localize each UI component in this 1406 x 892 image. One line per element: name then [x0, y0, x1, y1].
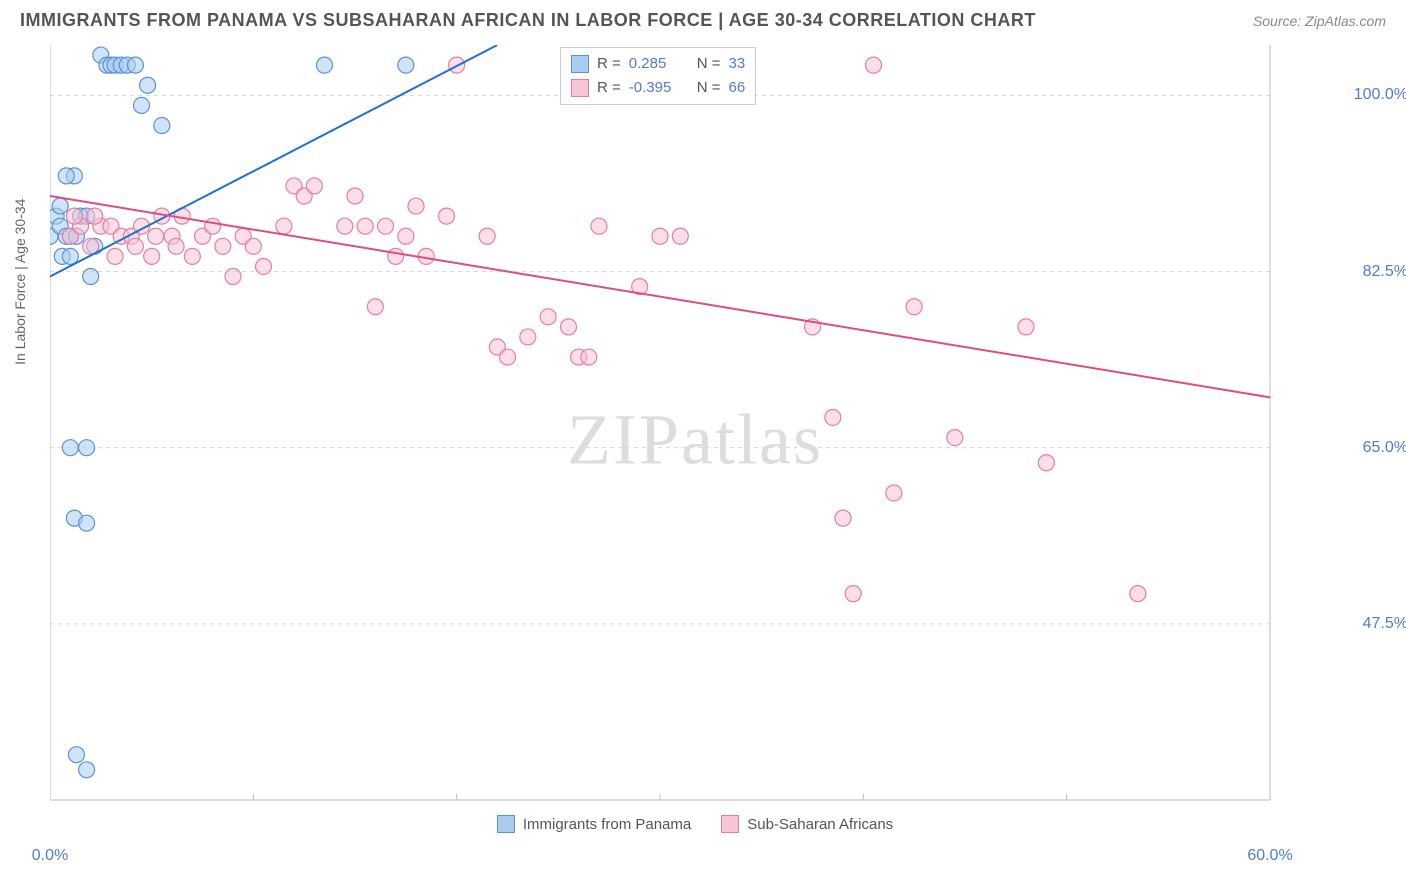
- swatch-icon: [571, 55, 589, 73]
- legend-item-subsaharan: Sub-Saharan Africans: [721, 815, 893, 833]
- swatch-subsaharan: [721, 815, 739, 833]
- y-tick-label: 82.5%: [1363, 263, 1406, 281]
- legend-item-panama: Immigrants from Panama: [497, 815, 691, 833]
- swatch-icon: [571, 79, 589, 97]
- legend-label-panama: Immigrants from Panama: [523, 816, 691, 833]
- x-tick-label: 0.0%: [32, 847, 68, 865]
- source-label: Source: ZipAtlas.com: [1253, 13, 1386, 29]
- chart-container: In Labor Force | Age 30-34 ZIPatlas R = …: [50, 45, 1340, 835]
- x-tick-label: 60.0%: [1247, 847, 1292, 865]
- legend-label-subsaharan: Sub-Saharan Africans: [747, 816, 893, 833]
- y-tick-label: 65.0%: [1363, 439, 1406, 457]
- chart-title: IMMIGRANTS FROM PANAMA VS SUBSAHARAN AFR…: [20, 10, 1036, 31]
- bottom-legend: Immigrants from Panama Sub-Saharan Afric…: [50, 815, 1340, 833]
- stats-row-panama: R = 0.285 N = 33: [571, 52, 745, 76]
- swatch-panama: [497, 815, 515, 833]
- y-tick-label: 100.0%: [1354, 86, 1406, 104]
- scatter-plot: [50, 45, 1340, 835]
- y-tick-label: 47.5%: [1363, 615, 1406, 633]
- y-axis-label: In Labor Force | Age 30-34: [12, 199, 28, 365]
- stats-row-subsaharan: R = -0.395 N = 66: [571, 76, 745, 100]
- stats-legend: R = 0.285 N = 33 R = -0.395 N = 66: [560, 47, 756, 105]
